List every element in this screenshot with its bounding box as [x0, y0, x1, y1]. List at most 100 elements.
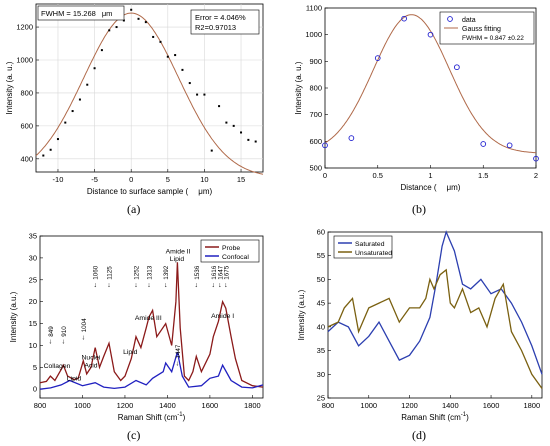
panel-a-data-point: [108, 29, 111, 32]
panel-c-band-annotation: Collagen: [44, 363, 71, 370]
panel-c-peak-label: 1004: [81, 318, 88, 333]
panel-a-x-axis-unit: μm): [198, 187, 212, 196]
panel-b-fwhm-text: FWHM = 0.847 ±0.22: [462, 35, 524, 42]
panel-a-data-point: [218, 105, 221, 108]
panel-c-peak-label: 1125: [107, 266, 114, 280]
caption-b: (b): [412, 202, 426, 216]
panel-d-chart: 800 1000 1200 1400 1600 1800 25 30 35 40 45 50 55 60 R…: [297, 228, 543, 422]
panel-d-series-line-unsaturated: [327, 268, 543, 389]
panel-c-y-tick-label: 30: [29, 253, 37, 262]
panel-a-data-point: [232, 124, 235, 127]
panel-d-x-axis-unit-end: ): [466, 413, 469, 422]
panel-b-y-tick-label: 500: [309, 164, 322, 173]
panel-a-data-point: [159, 40, 162, 43]
panel-a-data-point: [115, 26, 118, 29]
panel-b-data-point: [427, 31, 434, 38]
panel-c-peak-label: 1675: [223, 265, 230, 280]
panel-c-peak-label: 1392: [163, 265, 170, 280]
panel-a-y-tick-label: 1000: [16, 56, 33, 65]
panel-c-peak-label: 1616: [211, 265, 218, 280]
panel-c-y-axis-label: Intensity (a.u.): [9, 291, 18, 342]
panel-c-x-tick-label: 1600: [202, 401, 219, 410]
panel-a-y-tick-label: 800: [20, 88, 33, 97]
panel-b-legend-fit-label: Gauss fitting: [462, 26, 501, 33]
panel-a-fwhm-box: [37, 5, 125, 21]
panel-c-peak-label: 1313: [146, 265, 153, 280]
panel-a-x-tick-label: -5: [91, 175, 98, 184]
panel-a-data-point: [78, 98, 81, 101]
panel-a-y-tick-label: 1200: [16, 23, 33, 32]
panel-d-y-tick-label: 55: [317, 251, 325, 260]
panel-b-gauss-fit-line: [324, 14, 537, 154]
panel-d-x-tick-label: 1400: [442, 401, 459, 410]
panel-a-data-point: [152, 35, 155, 38]
panel-d-y-tick-label: 45: [317, 299, 325, 308]
panel-a-data-point: [122, 19, 125, 22]
panel-a-r2-text: R2=0.97013: [195, 23, 236, 32]
panel-c-peak-arrow: ↓: [218, 282, 222, 289]
panel-c-y-tick-label: 0: [33, 385, 37, 394]
caption-d: (d): [412, 428, 426, 442]
panel-a-y-axis-label: Intensity (a. u.): [5, 61, 14, 114]
panel-b-data-point: [506, 142, 513, 149]
caption-c: (c): [127, 428, 141, 442]
caption-a: (a): [127, 202, 141, 216]
panel-a-y-tick-label: 600: [20, 121, 33, 130]
panel-b-x-tick-label: 0.5: [373, 171, 383, 180]
panel-c-x-tick-label: 1000: [74, 401, 91, 410]
panel-a-data-point: [86, 83, 89, 86]
panel-a-data-point: [42, 154, 45, 157]
panel-c-peak-label: 1252: [133, 265, 140, 280]
panel-d-x-tick-label: 800: [322, 401, 335, 410]
panel-a-chart: -10 -5 0 5 10 15 400 600 800 1000 1200 Distance to …: [5, 3, 264, 196]
panel-c-peak-label: 1536: [194, 265, 201, 280]
panel-a-data-point: [166, 55, 169, 58]
panel-a-data-point: [71, 110, 74, 113]
panel-a-data-point: [64, 121, 67, 124]
panel-c-legend-label: Probe: [222, 245, 240, 252]
panel-d-y-tick-label: 50: [317, 275, 325, 284]
panel-a-data-point: [144, 21, 147, 24]
panel-d-x-tick-label: 1200: [401, 401, 418, 410]
panel-b-legend-data-marker: [447, 16, 453, 22]
panel-b-x-tick-label: 1: [428, 171, 432, 180]
panel-d-series-line-saturated: [327, 230, 543, 375]
panel-d-legend-label: Saturated: [355, 241, 385, 248]
panel-c-band-annotation: Acid: [84, 362, 97, 369]
panel-c-peak-label: 1060: [93, 265, 100, 280]
panel-b-y-tick-label: 1100: [306, 4, 322, 13]
panel-a-data-point: [181, 68, 184, 71]
panel-a-data-point: [93, 67, 96, 70]
panel-d-x-axis-label: Raman Shift (cm-1): [401, 412, 469, 422]
panel-b-chart: 0 0.5 1 1.5 2 500 600 700 800 900 1000 1100 Distance…: [294, 4, 539, 192]
panel-b-x-axis-unit: μm): [447, 183, 461, 192]
panel-d-y-tick-label: 40: [317, 322, 325, 331]
panel-c-chart: 800 1000 1200 1400 1600 1800 0 5 10 15 20 25 30 35 Ram…: [9, 232, 264, 422]
panel-c-x-tick-label: 1400: [159, 401, 176, 410]
panel-c-peak-arrow: ↓: [49, 339, 53, 346]
panel-a-data-point: [225, 121, 228, 124]
panel-c-y-tick-label: 35: [29, 232, 37, 241]
panel-b-data-point: [480, 141, 487, 147]
panel-a-data-point: [49, 148, 52, 151]
panel-c-band-annotation: Lipid: [67, 375, 82, 382]
panel-b-y-tick-label: 900: [309, 57, 322, 66]
panel-c-peak-arrow: ↓: [224, 282, 228, 289]
panel-b-data-point: [374, 55, 381, 61]
panel-a-x-tick-label: 5: [166, 175, 170, 184]
panel-c-series-line-confocal: [39, 351, 264, 390]
panel-c-peak-arrow: ↓: [82, 334, 86, 341]
panel-b-data-point: [401, 15, 407, 22]
panel-d-y-tick-label: 35: [317, 346, 325, 355]
panel-a-x-tick-label: -10: [53, 175, 64, 184]
panel-d-x-axis-unit-sup: -1: [461, 412, 467, 418]
panel-a-data-point: [247, 138, 250, 141]
panel-a-data-point: [100, 49, 103, 52]
panel-a-data-point: [174, 54, 177, 57]
panel-b-y-tick-label: 700: [309, 110, 322, 119]
panel-c-x-tick-label: 1200: [117, 401, 134, 410]
panel-a-x-tick-label: 0: [129, 175, 133, 184]
panel-a-data-point: [188, 82, 191, 85]
panel-c-band-annotation: Amide I: [211, 313, 234, 320]
